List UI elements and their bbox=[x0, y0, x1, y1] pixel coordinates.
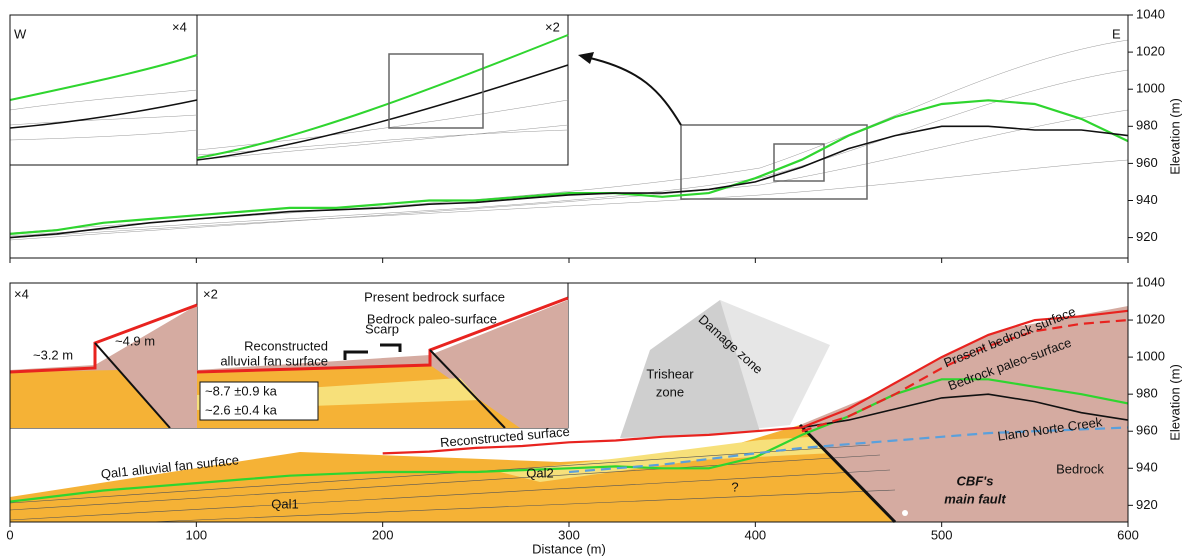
y-tick-label: 1000 bbox=[1136, 81, 1165, 96]
annotation: ~8.7 ±0.9 ka bbox=[205, 383, 278, 398]
annotation: ×4 bbox=[14, 286, 29, 301]
annotation: ×2 bbox=[203, 286, 218, 301]
x-axis-label: Distance (m) bbox=[532, 541, 606, 556]
annotation: zone bbox=[656, 384, 684, 399]
annotation: ×2 bbox=[545, 19, 560, 34]
annotation: ? bbox=[731, 479, 738, 494]
x-tick-label: 0 bbox=[6, 527, 13, 542]
y-tick-label: 920 bbox=[1136, 497, 1158, 512]
y-tick-label: 1040 bbox=[1136, 6, 1165, 21]
y-tick-label: 1000 bbox=[1136, 349, 1165, 364]
arrow-head bbox=[578, 52, 594, 64]
figure: 920940960980100010201040Elevation (m)WE×… bbox=[0, 0, 1186, 557]
annotation: E bbox=[1112, 26, 1121, 41]
annotation: Qal1 bbox=[271, 496, 298, 511]
annotation: ~2.6 ±0.4 ka bbox=[205, 402, 278, 417]
x-tick-label: 400 bbox=[744, 527, 766, 542]
annotation: alluvial fan surface bbox=[220, 353, 328, 368]
y-tick-label: 940 bbox=[1136, 460, 1158, 475]
y-tick-label: 960 bbox=[1136, 155, 1158, 170]
annotation: main fault bbox=[944, 491, 1006, 506]
annotation: ~3.2 m bbox=[33, 347, 73, 362]
x-tick-label: 300 bbox=[558, 527, 580, 542]
annotation: W bbox=[14, 26, 27, 41]
y-axis-label: Elevation (m) bbox=[1167, 364, 1182, 441]
annotation: CBF's bbox=[956, 473, 993, 488]
y-tick-label: 980 bbox=[1136, 118, 1158, 133]
annotation: Trishear bbox=[646, 366, 694, 381]
annotation: Bedrock bbox=[1056, 461, 1104, 476]
annotation: Qal2 bbox=[526, 465, 553, 480]
y-tick-label: 1020 bbox=[1136, 311, 1165, 326]
x-tick-label: 200 bbox=[372, 527, 394, 542]
arrow bbox=[590, 58, 681, 125]
y-tick-label: 920 bbox=[1136, 229, 1158, 244]
annotation: Scarp bbox=[365, 321, 399, 336]
inset-frame bbox=[10, 15, 197, 165]
y-tick-label: 1020 bbox=[1136, 44, 1165, 59]
y-axis-label: Elevation (m) bbox=[1167, 98, 1182, 175]
fault-marker bbox=[902, 510, 908, 516]
y-tick-label: 940 bbox=[1136, 192, 1158, 207]
zoom-box bbox=[774, 144, 824, 181]
y-tick-label: 960 bbox=[1136, 423, 1158, 438]
y-tick-label: 980 bbox=[1136, 386, 1158, 401]
x-tick-label: 600 bbox=[1117, 527, 1139, 542]
annotation: ×4 bbox=[172, 19, 187, 34]
annotation: Present bedrock surface bbox=[364, 289, 505, 304]
y-tick-label: 1040 bbox=[1136, 274, 1165, 289]
x-tick-label: 500 bbox=[931, 527, 953, 542]
x-tick-label: 100 bbox=[185, 527, 207, 542]
annotation: ~4.9 m bbox=[115, 333, 155, 348]
annotation: Reconstructed bbox=[244, 338, 328, 353]
